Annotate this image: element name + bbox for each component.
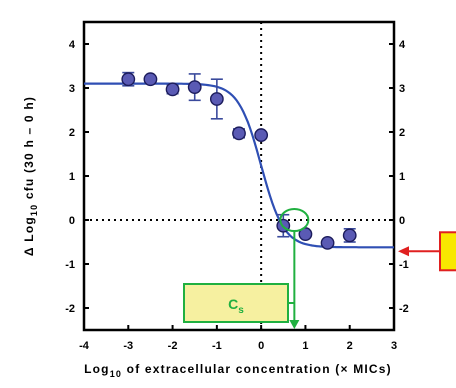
y-tick-label: 1: [69, 171, 75, 183]
data-point: [209, 92, 224, 106]
right-y-tick-label: 2: [399, 127, 405, 139]
x-tick-label: -4: [79, 340, 90, 352]
data-point: [232, 126, 246, 141]
right-box: [439, 231, 456, 272]
data-point: [121, 72, 136, 87]
y-tick-label: -2: [65, 303, 75, 315]
x-tick-label: -3: [123, 340, 133, 352]
x-axis-title: Log10 of extracellular concentration (× …: [84, 362, 392, 379]
x-tick-label: 2: [347, 340, 353, 352]
data-point: [165, 82, 180, 97]
right-y-tick-label: 4: [399, 39, 406, 51]
cs-arrowhead: [289, 320, 300, 329]
cs-annotation: Cs: [183, 208, 310, 329]
axis-ticks: [83, 43, 395, 330]
reference-lines: [84, 22, 394, 330]
x-tick-label: 1: [302, 340, 308, 352]
cs-label: Cs: [228, 296, 244, 316]
fit-curve-group: [84, 82, 394, 249]
right-y-tick-label: -2: [399, 303, 409, 315]
x-tick-label: -1: [212, 340, 222, 352]
x-tick-label: 3: [391, 340, 397, 352]
right-y-tick-label: 1: [399, 171, 405, 183]
data-points: [121, 72, 357, 250]
data-point: [254, 128, 269, 142]
y-tick-label: 4: [69, 39, 76, 51]
data-point: [320, 235, 335, 250]
data-point: [143, 72, 158, 87]
right-y-tick-label: -1: [399, 259, 409, 271]
right-arrowhead: [398, 246, 409, 257]
right-y-tick-label: 3: [399, 83, 405, 95]
data-point: [187, 80, 202, 95]
y-tick-label: 2: [69, 127, 75, 139]
fit-curve: [84, 82, 394, 249]
y-tick-label: 0: [69, 215, 75, 227]
right-y-tick-label: 0: [399, 215, 405, 227]
y-axis-title: Δ Log10 cfu (30 h – 0 h): [22, 96, 39, 256]
tick-labels: -4 -3 -2 -1 0 1 2 3 -2 -1 0 1 2 3 4 -2 -1 0 1 2 3 4: [65, 39, 409, 352]
x-tick-label: -2: [168, 340, 178, 352]
y-tick-label: 3: [69, 83, 75, 95]
x-tick-label: 0: [258, 340, 264, 352]
error-bars: [122, 71, 356, 243]
data-point: [342, 228, 357, 243]
y-tick-label: -1: [65, 259, 75, 271]
right-annotation: [398, 231, 456, 272]
